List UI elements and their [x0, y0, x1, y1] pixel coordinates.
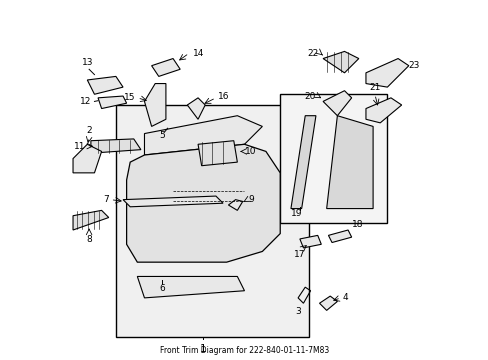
- Polygon shape: [91, 139, 141, 153]
- Polygon shape: [290, 116, 315, 208]
- Text: 8: 8: [86, 235, 92, 244]
- Polygon shape: [323, 91, 351, 116]
- Text: Front Trim Diagram for 222-840-01-11-7M83: Front Trim Diagram for 222-840-01-11-7M8…: [160, 346, 328, 355]
- Polygon shape: [365, 98, 401, 123]
- Polygon shape: [144, 84, 165, 126]
- Text: 22: 22: [307, 49, 318, 58]
- Polygon shape: [187, 98, 205, 119]
- Bar: [116, 105, 308, 337]
- Polygon shape: [151, 59, 180, 76]
- Text: 6: 6: [159, 284, 165, 293]
- Polygon shape: [73, 210, 108, 230]
- Text: 5: 5: [159, 131, 165, 140]
- Text: 15: 15: [124, 93, 135, 102]
- Polygon shape: [323, 51, 358, 73]
- Text: 9: 9: [247, 195, 253, 204]
- Polygon shape: [73, 144, 102, 173]
- Polygon shape: [137, 276, 244, 298]
- Text: 1: 1: [200, 344, 206, 354]
- Polygon shape: [326, 116, 372, 208]
- Polygon shape: [98, 96, 126, 109]
- Text: 2: 2: [86, 126, 92, 135]
- Text: 21: 21: [368, 84, 380, 93]
- Text: 11: 11: [74, 141, 85, 150]
- Text: 13: 13: [81, 58, 93, 67]
- Polygon shape: [365, 59, 408, 87]
- Text: 17: 17: [293, 249, 305, 258]
- Text: 19: 19: [290, 208, 302, 217]
- Text: 23: 23: [408, 61, 419, 70]
- Text: 12: 12: [80, 97, 91, 106]
- Polygon shape: [319, 296, 337, 310]
- Polygon shape: [299, 235, 321, 248]
- Polygon shape: [228, 200, 242, 210]
- Text: 7: 7: [103, 195, 108, 204]
- Polygon shape: [126, 144, 280, 262]
- Polygon shape: [144, 116, 262, 155]
- Polygon shape: [328, 230, 351, 243]
- Text: 3: 3: [295, 307, 300, 316]
- Polygon shape: [123, 196, 223, 207]
- Text: 16: 16: [217, 91, 229, 100]
- Text: 18: 18: [351, 220, 363, 229]
- Text: 14: 14: [192, 49, 203, 58]
- Bar: [280, 94, 386, 223]
- Polygon shape: [198, 141, 237, 166]
- Text: 10: 10: [244, 147, 256, 156]
- Text: 20: 20: [304, 91, 315, 100]
- Polygon shape: [87, 76, 123, 94]
- Text: 4: 4: [342, 293, 347, 302]
